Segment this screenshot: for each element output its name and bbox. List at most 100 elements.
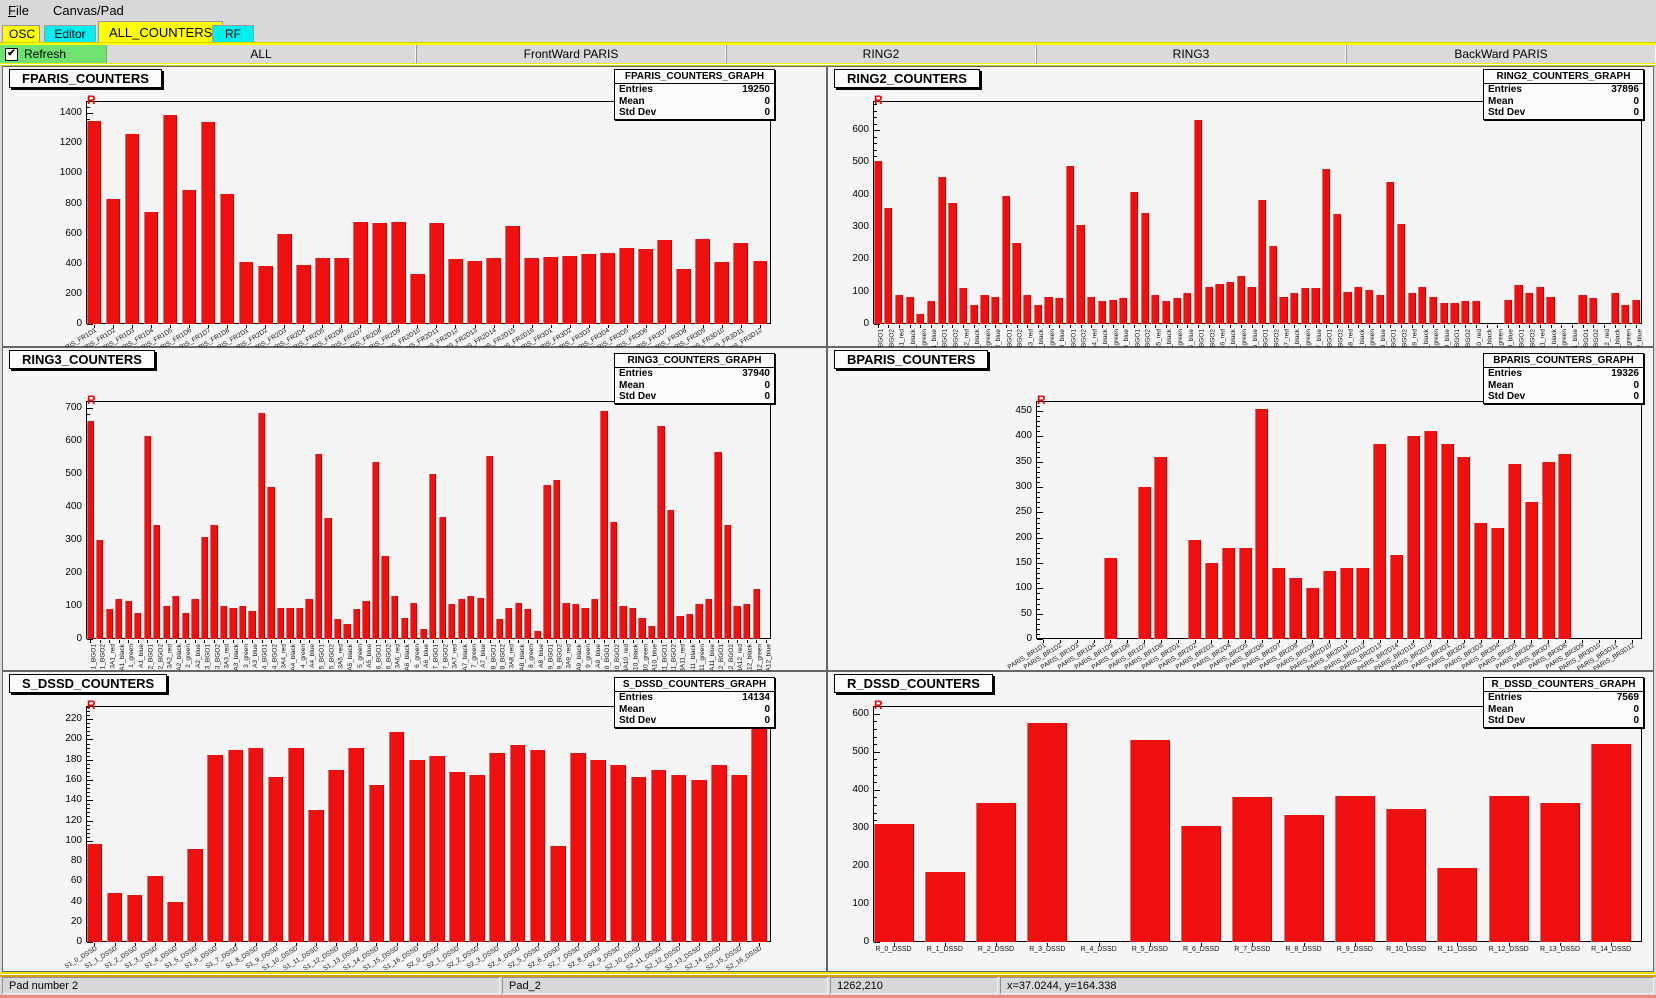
x-axis-tick [698, 943, 700, 946]
x-axis-tick-label: 3_green [242, 644, 250, 668]
stats-box[interactable]: RING3_COUNTERS_GRAPH Entries 37940 Mean 0 Std… [614, 353, 775, 404]
x-axis-tick [645, 325, 647, 328]
histogram-bar [267, 776, 284, 942]
stats-box[interactable]: RING2_COUNTERS_GRAPH Entries 37896 Mean 0 Std… [1483, 69, 1644, 120]
histogram-bar [286, 607, 294, 639]
x-axis-tick [194, 640, 196, 643]
y-axis-minor-tick [87, 731, 90, 733]
histogram-bar [600, 253, 616, 324]
histogram-bar [562, 256, 577, 324]
histogram-bar [505, 607, 513, 639]
pad-bparis-counters[interactable]: BPARIS_COUNTERS BPARIS_COUNTERS_GRAPH Entr… [827, 347, 1654, 673]
histogram-bar [1289, 578, 1303, 639]
x-axis-tick-label: 2_green [185, 644, 193, 668]
histogram-bar [408, 759, 425, 942]
tab-all-counters[interactable]: ALL_COUNTERS [98, 21, 224, 42]
histogram-title-box[interactable]: RING3_COUNTERS [9, 350, 155, 369]
y-axis-minor-tick [874, 797, 877, 799]
pad-ring3-counters[interactable]: RING3_COUNTERS RING3_COUNTERS_GRAPH Entrie… [2, 347, 827, 674]
histogram-bar [1129, 740, 1170, 942]
x-axis-tick-label: R_4_DSSD [1080, 946, 1117, 953]
menu-item-file[interactable]: File [8, 3, 29, 18]
status-field-pixel-coords: 1262,210 [830, 977, 998, 994]
graph-marker-r: R [87, 93, 96, 107]
histogram-title-box[interactable]: RING2_COUNTERS [834, 69, 980, 88]
x-axis-tick [93, 325, 95, 328]
histogram-bar [257, 412, 266, 639]
histogram-bar [695, 238, 711, 324]
x-axis-tick [227, 325, 229, 328]
refresh-checkbox[interactable]: ✔ [5, 47, 18, 61]
toolbar-button-ring3[interactable]: RING3 [1036, 45, 1346, 63]
stats-box[interactable]: FPARIS_COUNTERS_GRAPH Entries 19250 Mean 0 St… [614, 69, 775, 120]
pad-fparis-counters[interactable]: FPARIS_COUNTERS FPARIS_COUNTERS_GRAPH Entr… [2, 66, 827, 358]
histogram-bar [134, 612, 142, 639]
y-axis-tick-label: 150 [1015, 557, 1032, 568]
pad-s-dssd-counters[interactable]: S_DSSD_COUNTERS S_DSSD_COUNTERS_GRAPH Entr… [2, 671, 827, 972]
stats-label: Entries [619, 692, 653, 703]
x-axis-tick [1219, 325, 1221, 328]
x-axis-tick-label: 11_BGO2 [670, 644, 678, 673]
x-axis-tick [638, 943, 640, 946]
tab-rf[interactable]: RF [212, 25, 254, 42]
x-axis-tick [893, 943, 895, 946]
x-axis-tick [189, 325, 191, 328]
y-axis-minor-tick [874, 123, 877, 125]
x-axis-tick [556, 640, 558, 643]
stats-box[interactable]: BPARIS_COUNTERS_GRAPH Entries 19326 Mean 0 St… [1483, 353, 1644, 404]
toolbar-button-all[interactable]: ALL [106, 45, 416, 63]
toolbar-button-ring2[interactable]: RING2 [726, 45, 1036, 63]
histogram-bar [676, 615, 684, 639]
x-axis-tick-label: 4_green [299, 644, 307, 668]
histogram-bar [207, 754, 224, 942]
y-axis-tick [874, 130, 880, 132]
x-axis-tick [727, 640, 729, 643]
histogram-bar [980, 294, 989, 324]
y-axis-minor-tick [87, 836, 90, 838]
stats-box[interactable]: R_DSSD_COUNTERS_GRAPH Entries 7569 Mean 0 Std… [1483, 677, 1644, 728]
toolbar-button-backward-paris[interactable]: BackWard PARIS [1346, 45, 1656, 63]
histogram-title-box[interactable]: S_DSSD_COUNTERS [9, 674, 168, 693]
tab-osc[interactable]: OSC [2, 25, 40, 42]
histogram-bar [884, 207, 893, 324]
tab-editor[interactable]: Editor [44, 25, 96, 42]
x-axis-tick [575, 640, 577, 643]
stats-box[interactable]: S_DSSD_COUNTERS_GRAPH Entries 14134 Mean 0 St… [614, 677, 775, 728]
x-axis-tick [1048, 325, 1050, 328]
histogram-bar [124, 601, 132, 639]
histogram-title-box[interactable]: FPARIS_COUNTERS [9, 69, 162, 88]
x-axis-tick-label: 10_BGO2 [613, 644, 621, 673]
pad-ring2-counters[interactable]: RING2_COUNTERS RING2_COUNTERS_GRAPH Entrie… [827, 66, 1654, 359]
y-axis-tick-label: 700 [65, 401, 82, 413]
pad-r-dssd-counters[interactable]: R_DSSD_COUNTERS R_DSSD_COUNTERS_GRAPH Entr… [827, 671, 1654, 972]
x-axis-tick [584, 640, 586, 643]
toolbar-button-frontward-paris[interactable]: FrontWard PARIS [416, 45, 726, 63]
x-axis-tick [215, 943, 217, 946]
status-separator [0, 972, 1656, 977]
histogram-bar [419, 629, 427, 639]
x-axis-tick [134, 943, 136, 946]
y-axis-tick-label: 600 [852, 124, 869, 136]
histogram-bar [1076, 225, 1085, 324]
x-axis-tick [718, 943, 720, 946]
x-axis-tick [899, 325, 900, 328]
y-axis-minor-tick [87, 812, 90, 814]
histogram-title-box[interactable]: BPARIS_COUNTERS [834, 350, 989, 369]
stats-box-title: RING3_COUNTERS_GRAPH [615, 354, 774, 368]
x-axis-tick [442, 640, 444, 643]
x-axis-tick [1346, 640, 1348, 643]
y-axis-minor-tick [87, 735, 90, 737]
y-axis-tick-label: 200 [65, 566, 82, 578]
histogram-bar [1204, 563, 1218, 639]
histogram-bar [314, 257, 330, 324]
y-axis-tick [87, 719, 93, 721]
refresh-toggle[interactable]: ✔ Refresh [0, 45, 106, 63]
menu-item-canvas-pad[interactable]: Canvas/Pad [52, 3, 124, 18]
x-axis-tick-label: A7_black [461, 644, 469, 671]
histogram-title-box[interactable]: R_DSSD_COUNTERS [834, 674, 993, 693]
y-axis-tick [87, 759, 93, 761]
histogram-bar [1204, 286, 1213, 324]
histogram-bar [410, 274, 425, 324]
stats-row-mean: Mean 0 [1484, 380, 1643, 392]
stats-value: 0 [1633, 391, 1639, 402]
